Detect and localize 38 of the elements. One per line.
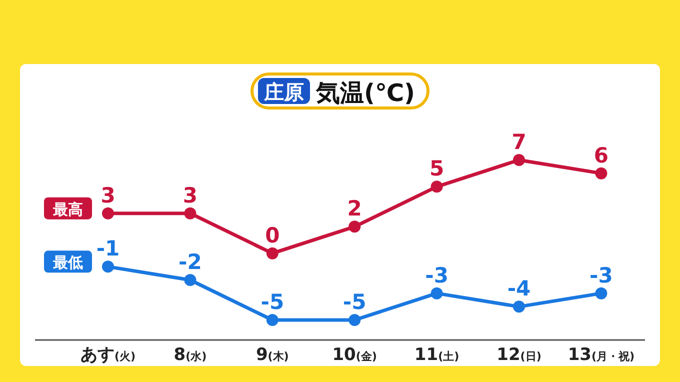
data-label: -3 [590,263,613,288]
point [184,274,196,286]
x-tick-label: あす(火) [80,345,136,365]
data-label: -5 [342,290,366,314]
data-label: 7 [512,130,526,154]
point [266,314,278,326]
data-label: 6 [594,143,609,168]
chart-title: 庄原 気温(℃) [263,79,415,107]
point [430,180,443,193]
data-label: -4 [507,276,531,301]
data-label: 2 [347,196,362,221]
point [595,287,608,300]
point [102,260,114,273]
point [266,247,278,260]
series-label: 最高 [52,200,83,218]
point [513,154,525,166]
x-tick-label: 11(土) [414,345,460,365]
data-label: 3 [182,183,198,208]
point [430,287,443,300]
data-label: 3 [100,183,116,208]
x-tick-label: 9(木) [256,345,289,365]
point [102,207,114,220]
series-label: 最低 [52,254,83,272]
x-tick-label: 10(金) [332,345,377,365]
data-label: -5 [260,290,284,314]
point [595,167,608,180]
data-label: -1 [96,236,120,261]
point [348,314,361,326]
x-tick-label: 8(水) [174,345,207,365]
x-tick-label: 13(月・祝) [568,345,635,365]
point [513,300,525,313]
data-label: -2 [178,250,202,274]
data-label: 5 [429,156,444,181]
point [348,220,361,233]
point [184,207,196,220]
data-label: 0 [265,223,280,248]
data-label: -3 [425,263,448,288]
x-tick-label: 12(日) [496,345,542,365]
